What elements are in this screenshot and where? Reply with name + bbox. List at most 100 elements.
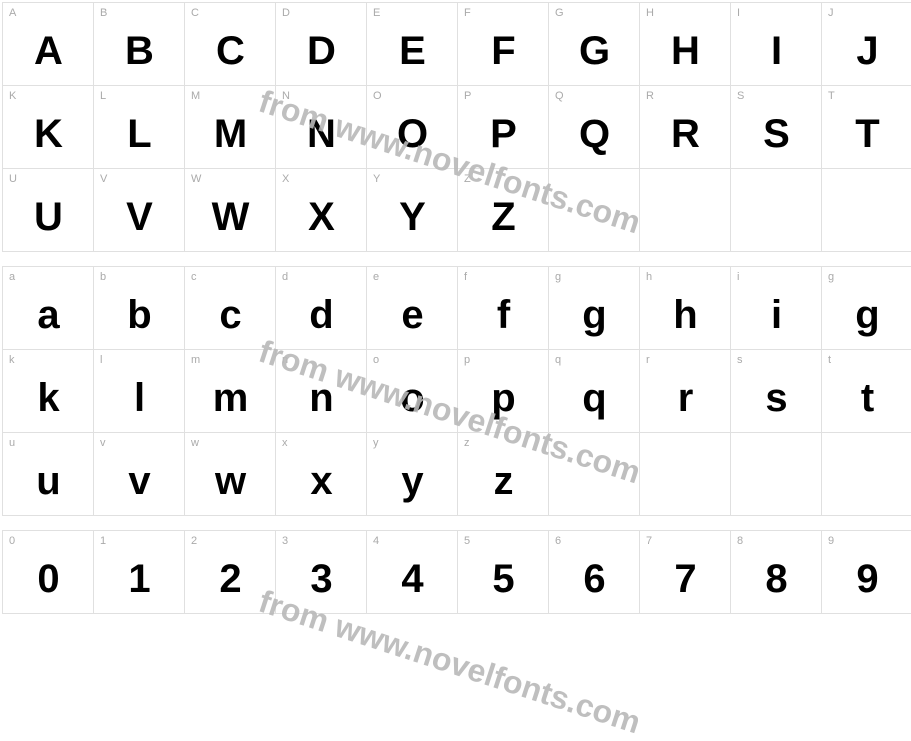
glyph: M [214, 114, 246, 154]
glyph: d [309, 295, 332, 335]
glyph-cell: gg [549, 267, 639, 349]
glyph-cell: HH [640, 3, 730, 85]
glyph: c [219, 295, 240, 335]
glyph: b [127, 295, 150, 335]
glyph-cell: 44 [367, 531, 457, 613]
glyph-cell: 22 [185, 531, 275, 613]
glyph: 9 [856, 559, 877, 599]
glyph-cell: YY [367, 169, 457, 251]
glyph-grid: 00112233445566778899 [2, 530, 911, 614]
glyph: I [771, 31, 781, 71]
glyph-key-label: 9 [828, 535, 834, 547]
glyph-cell: PP [458, 86, 548, 168]
glyph-cell: XX [276, 169, 366, 251]
glyph: z [494, 461, 513, 501]
glyph-key-label: p [464, 354, 470, 366]
glyph-key-label: S [737, 90, 744, 102]
glyph: W [212, 197, 249, 237]
glyph: s [765, 378, 786, 418]
glyph-key-label: W [191, 173, 201, 185]
glyph-cell: DD [276, 3, 366, 85]
glyph: 5 [492, 559, 513, 599]
glyph-cell: TT [822, 86, 911, 168]
glyph: 4 [401, 559, 422, 599]
glyph-cell: 55 [458, 531, 548, 613]
glyph-key-label: P [464, 90, 471, 102]
glyph-key-label: z [464, 437, 470, 449]
glyph-key-label: 7 [646, 535, 652, 547]
glyph: u [36, 461, 59, 501]
glyph: 3 [310, 559, 331, 599]
glyph: A [34, 31, 62, 71]
glyph-cell: 99 [822, 531, 911, 613]
glyph-key-label: u [9, 437, 15, 449]
glyph-key-label: n [282, 354, 288, 366]
glyph-key-label: O [373, 90, 382, 102]
glyph-cell: dd [276, 267, 366, 349]
glyph: m [213, 378, 248, 418]
glyph-key-label: 4 [373, 535, 379, 547]
section-gap [0, 518, 911, 528]
glyph-key-label: q [555, 354, 561, 366]
glyph-cell: QQ [549, 86, 639, 168]
glyph-key-label: M [191, 90, 200, 102]
glyph: x [310, 461, 331, 501]
glyph-key-label: J [828, 7, 834, 19]
glyph-key-label: c [191, 271, 197, 283]
glyph-cell: ii [731, 267, 821, 349]
glyph-cell: gg [822, 267, 911, 349]
glyph-key-label: l [100, 354, 102, 366]
glyph-cell-empty [822, 169, 911, 251]
glyph-key-label: g [828, 271, 834, 283]
glyph-key-label: A [9, 7, 16, 19]
glyph-key-label: X [282, 173, 289, 185]
glyph-cell: LL [94, 86, 184, 168]
glyph-key-label: 1 [100, 535, 106, 547]
glyph-key-label: b [100, 271, 106, 283]
glyph: J [856, 31, 877, 71]
glyph-key-label: F [464, 7, 471, 19]
glyph: e [401, 295, 422, 335]
glyph: B [125, 31, 153, 71]
glyph-cell: JJ [822, 3, 911, 85]
glyph-key-label: 5 [464, 535, 470, 547]
glyph-key-label: 3 [282, 535, 288, 547]
glyph-cell: xx [276, 433, 366, 515]
glyph: o [400, 378, 423, 418]
glyph-key-label: 6 [555, 535, 561, 547]
glyph-cell-empty [549, 169, 639, 251]
glyph-key-label: U [9, 173, 17, 185]
glyph: i [771, 295, 781, 335]
glyph-key-label: K [9, 90, 16, 102]
glyph: 8 [765, 559, 786, 599]
glyph-key-label: y [373, 437, 379, 449]
glyph-cell: 88 [731, 531, 821, 613]
glyph-key-label: d [282, 271, 288, 283]
glyph-cell: ww [185, 433, 275, 515]
glyph: 0 [37, 559, 58, 599]
glyph-cell: 66 [549, 531, 639, 613]
glyph: n [309, 378, 332, 418]
glyph: f [497, 295, 509, 335]
glyph-cell: yy [367, 433, 457, 515]
glyph-cell: rr [640, 350, 730, 432]
glyph-cell: oo [367, 350, 457, 432]
glyph-key-label: t [828, 354, 831, 366]
glyph-cell: tt [822, 350, 911, 432]
glyph: l [134, 378, 144, 418]
glyph-grid: AABBCCDDEEFFGGHHIIJJKKLLMMNNOOPPQQRRSSTT… [2, 2, 911, 252]
glyph-cell: SS [731, 86, 821, 168]
glyph: p [491, 378, 514, 418]
section-gap [0, 254, 911, 264]
glyph-key-label: N [282, 90, 290, 102]
glyph-cell: nn [276, 350, 366, 432]
glyph-cell: uu [3, 433, 93, 515]
glyph-key-label: G [555, 7, 564, 19]
glyph-cell: vv [94, 433, 184, 515]
glyph-key-label: 2 [191, 535, 197, 547]
glyph-cell: RR [640, 86, 730, 168]
glyph: h [673, 295, 696, 335]
glyph-key-label: i [737, 271, 739, 283]
glyph-key-label: a [9, 271, 15, 283]
glyph-cell-empty [640, 169, 730, 251]
